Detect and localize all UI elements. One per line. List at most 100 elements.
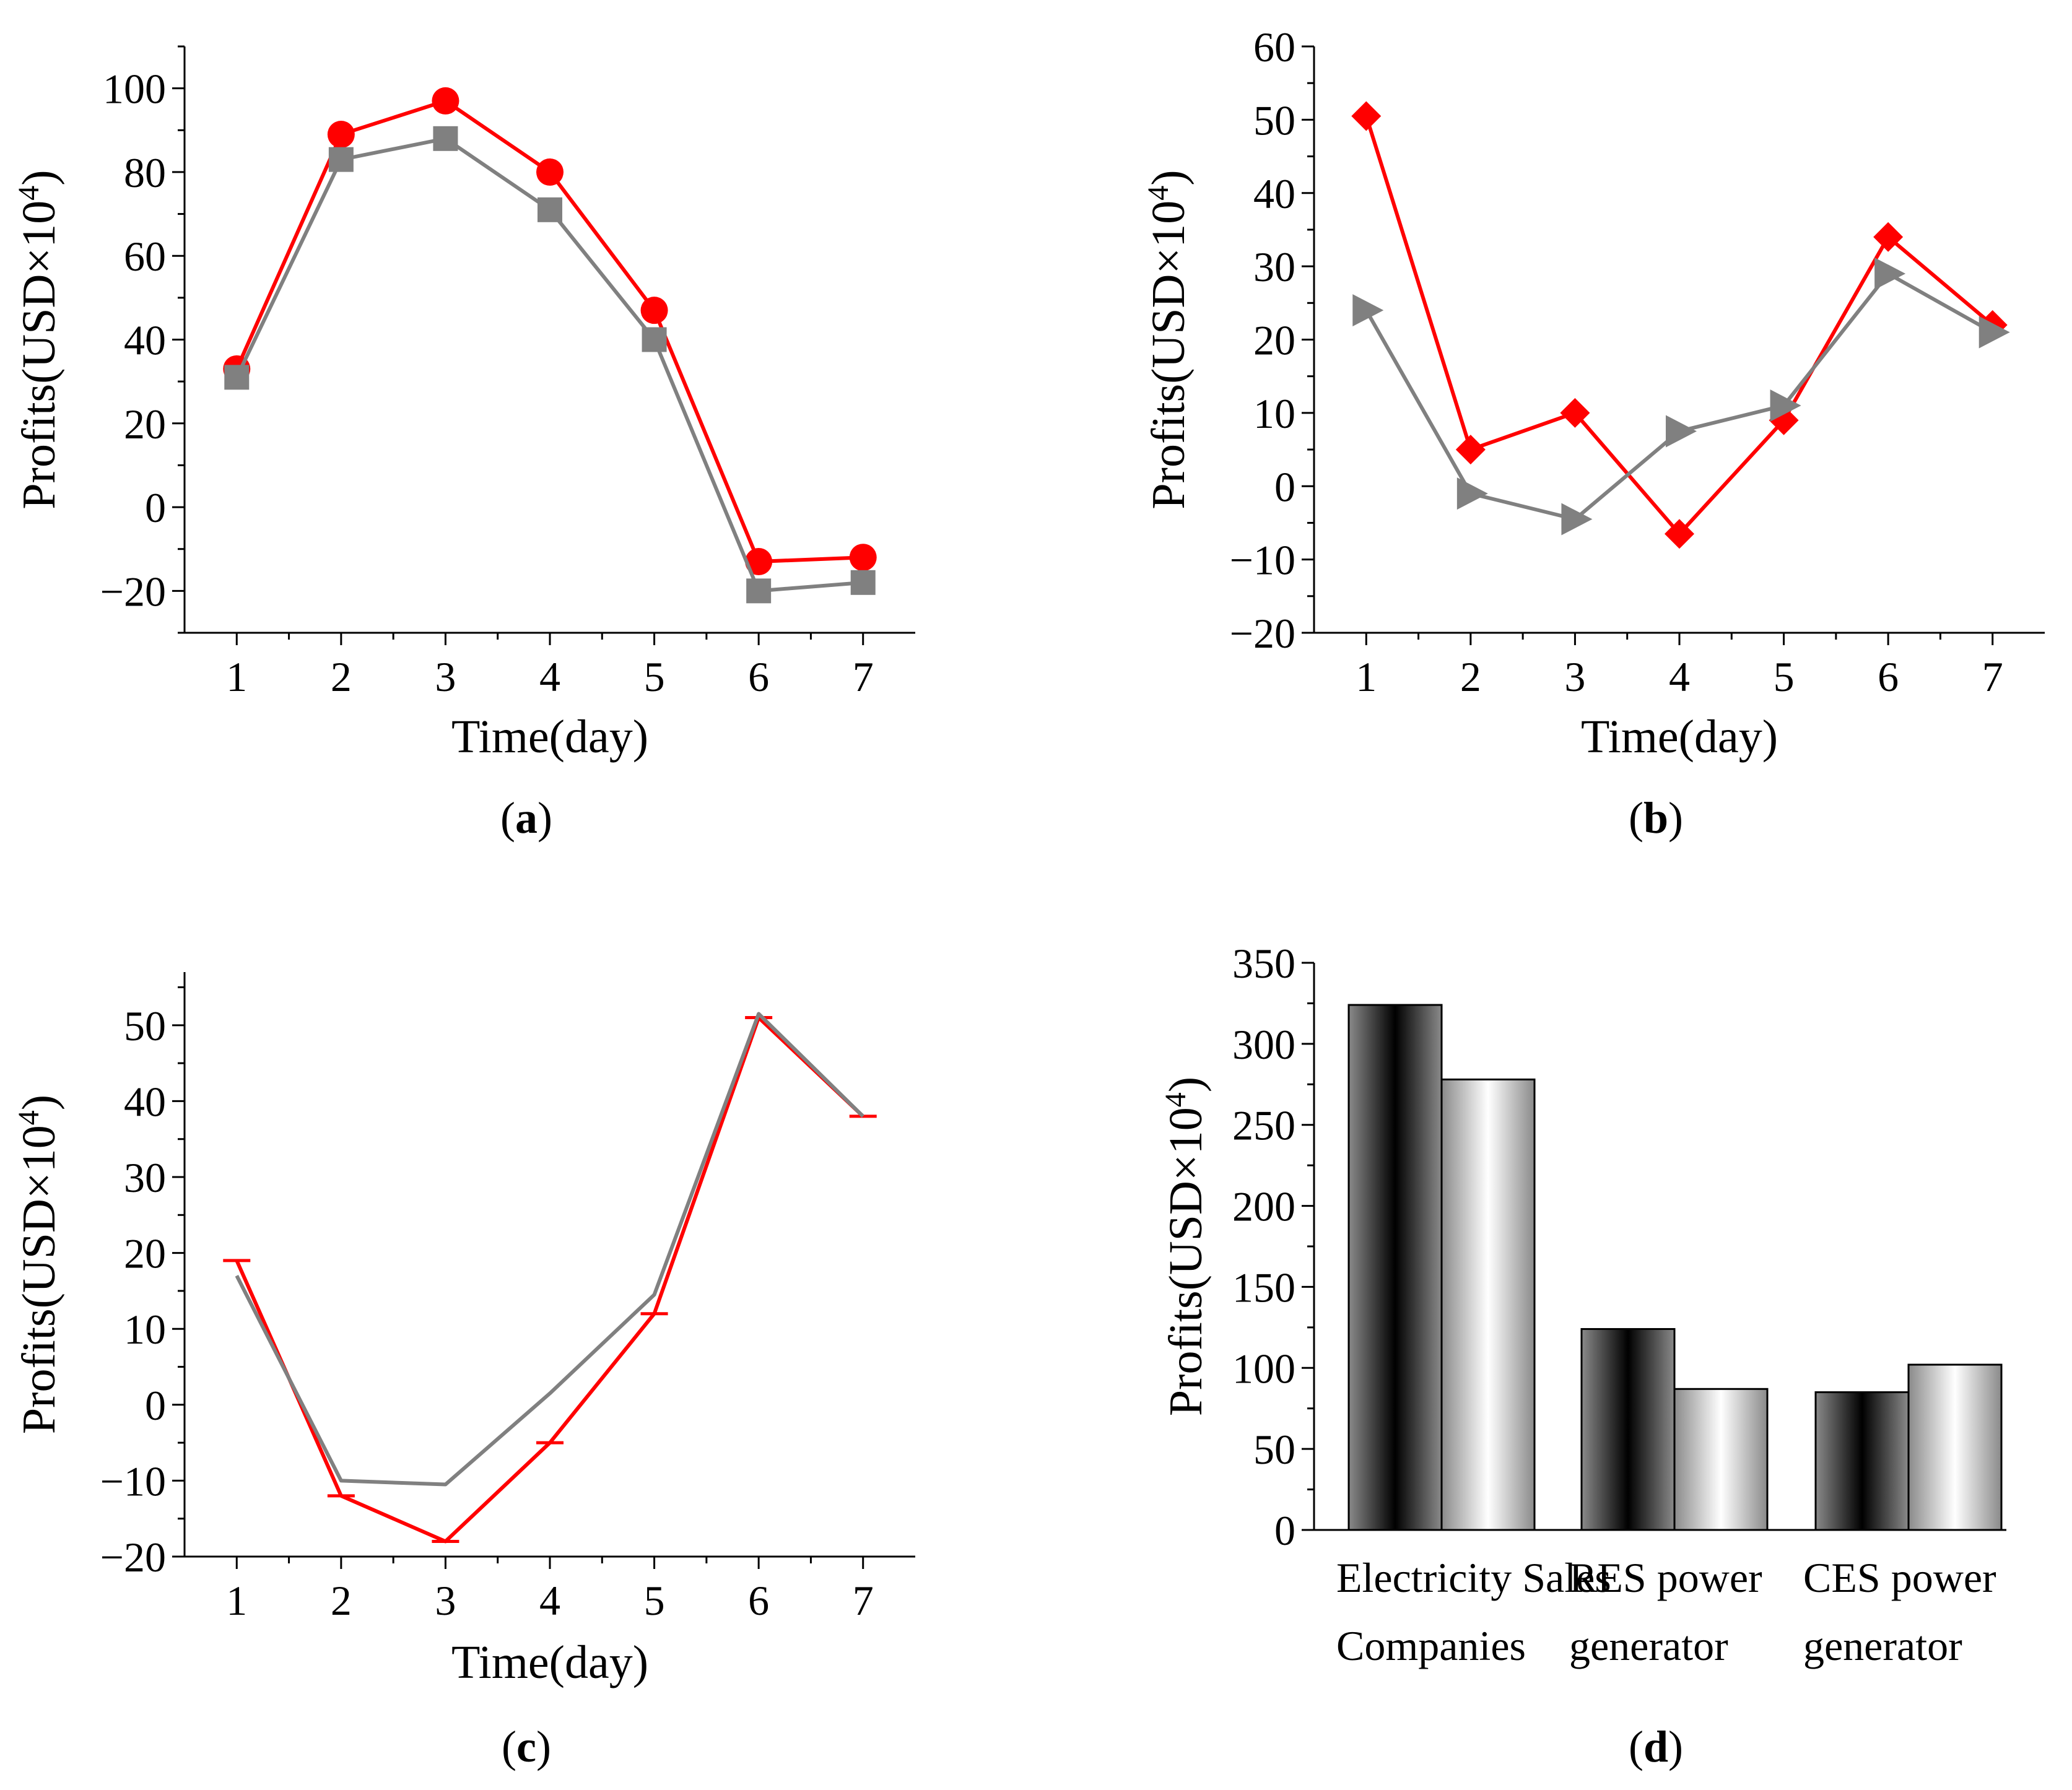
bar xyxy=(1907,1363,2003,1531)
y-tick-label: 150 xyxy=(1232,1264,1295,1311)
bar xyxy=(1440,1078,1536,1531)
bar xyxy=(1814,1391,1910,1531)
y-tick-label: 40 xyxy=(124,317,166,364)
x-tick-label: 2 xyxy=(331,653,352,700)
data-point xyxy=(849,544,877,571)
y-tick-label: 30 xyxy=(124,1154,166,1201)
series-gray xyxy=(1352,257,2010,536)
x-tick-label: 6 xyxy=(748,653,769,700)
data-point xyxy=(1770,389,1801,422)
data-point xyxy=(642,327,667,352)
y-tick-label: 50 xyxy=(124,1002,166,1049)
panel-label: (c) xyxy=(502,1722,551,1771)
series-red xyxy=(1351,101,2008,549)
data-point xyxy=(745,548,773,576)
data-point xyxy=(1351,101,1382,131)
bar xyxy=(1580,1327,1676,1531)
category-label: RES power xyxy=(1569,1554,1762,1601)
y-tick-label: −10 xyxy=(1230,537,1295,584)
y-axis-label: Profits(USD×104) xyxy=(1159,1077,1212,1416)
y-tick-label: 100 xyxy=(1232,1345,1295,1392)
x-tick-label: 3 xyxy=(435,1577,456,1624)
series-red xyxy=(223,1015,877,1544)
bar-group: CES power generator xyxy=(1803,1363,2003,1669)
x-tick-label: 4 xyxy=(539,653,560,700)
y-tick-label: 20 xyxy=(124,401,166,448)
y-tick-label: 0 xyxy=(145,484,166,531)
y-tick-label: 0 xyxy=(1274,1507,1295,1554)
data-point xyxy=(224,365,250,390)
data-point xyxy=(1874,257,1906,290)
data-point xyxy=(536,158,564,186)
y-tick-label: 0 xyxy=(1274,463,1295,510)
x-tick-label: 6 xyxy=(1878,653,1899,700)
data-point xyxy=(1665,519,1694,549)
series-line xyxy=(1364,115,1994,536)
chart-panel-d: 0 50 100 150 200 250 300 350 Electricity Sales Co… xyxy=(1159,940,2006,1771)
data-point xyxy=(328,147,354,172)
category-label: generator xyxy=(1803,1622,1962,1669)
series-line xyxy=(235,1012,864,1487)
y-tick-label: 20 xyxy=(1253,317,1295,364)
y-tick-label: 60 xyxy=(124,233,166,280)
x-tick-label: 7 xyxy=(1982,653,2003,700)
y-tick-label: 350 xyxy=(1232,940,1295,987)
y-tick-label: 40 xyxy=(1253,170,1295,217)
data-point xyxy=(850,570,876,595)
chart-panel-c: −20 −10 0 10 20 30 40 50 1 2 3 4 5 6 7 Time(day) Profits… xyxy=(12,972,915,1771)
category-label: CES power xyxy=(1803,1554,1996,1601)
x-tick-label: 4 xyxy=(539,1577,560,1624)
y-axis-label: Profits(USD×104) xyxy=(12,1095,66,1434)
data-point xyxy=(1873,222,1904,252)
data-point xyxy=(327,121,355,149)
category-label: Companies xyxy=(1336,1622,1526,1669)
series-gray xyxy=(224,126,876,604)
y-axis-label: Profits(USD×104) xyxy=(1142,170,1195,509)
bar xyxy=(1673,1388,1769,1531)
x-tick-label: 3 xyxy=(435,653,456,700)
x-tick-label: 3 xyxy=(1564,653,1585,700)
x-tick-label: 1 xyxy=(226,653,247,700)
panel-label: (b) xyxy=(1629,793,1683,843)
data-point xyxy=(1666,415,1697,448)
y-tick-label: 10 xyxy=(124,1306,166,1353)
y-tick-label: 80 xyxy=(124,149,166,196)
data-point xyxy=(433,126,458,151)
series-red xyxy=(223,87,877,576)
y-tick-label: 50 xyxy=(1253,1426,1295,1473)
x-tick-label: 5 xyxy=(1774,653,1795,700)
data-point xyxy=(640,297,668,324)
bar xyxy=(1347,1004,1443,1531)
y-tick-label: −20 xyxy=(100,1534,166,1581)
data-point xyxy=(432,87,459,115)
y-tick-label: 250 xyxy=(1232,1102,1295,1149)
y-tick-label: 10 xyxy=(1253,390,1295,437)
y-tick-label: 40 xyxy=(124,1078,166,1125)
data-point xyxy=(1560,398,1590,428)
x-tick-label: 7 xyxy=(853,653,874,700)
x-tick-label: 5 xyxy=(644,653,665,700)
x-axis-label: Time(day) xyxy=(451,711,648,763)
panel-label: (a) xyxy=(500,793,552,843)
x-tick-label: 1 xyxy=(1356,653,1377,700)
data-point xyxy=(1455,435,1486,465)
data-point xyxy=(538,197,562,222)
chart-panel-a: −20 0 20 40 60 80 100 1 2 3 4 5 6 7 Time(day) Profits(U… xyxy=(12,45,915,843)
y-tick-label: 300 xyxy=(1232,1021,1295,1068)
y-tick-label: 50 xyxy=(1253,97,1295,144)
x-tick-label: 7 xyxy=(853,1577,874,1624)
x-tick-label: 5 xyxy=(644,1577,665,1624)
bar-group: RES power generator xyxy=(1569,1327,1769,1669)
x-tick-label: 2 xyxy=(1460,653,1481,700)
bar-group: Electricity Sales Companies xyxy=(1336,1004,1611,1669)
x-tick-label: 2 xyxy=(331,1577,352,1624)
data-point xyxy=(1352,294,1384,327)
category-label: generator xyxy=(1569,1622,1728,1669)
y-tick-label: 200 xyxy=(1232,1183,1295,1230)
chart-panel-b: −20 −10 0 10 20 30 40 50 60 1 2 3 4 5 6 7 Time(day) Profi… xyxy=(1142,24,2045,843)
y-tick-label: 60 xyxy=(1253,24,1295,71)
y-tick-label: 0 xyxy=(145,1382,166,1429)
y-tick-label: −20 xyxy=(100,568,166,615)
data-point xyxy=(1456,477,1488,510)
